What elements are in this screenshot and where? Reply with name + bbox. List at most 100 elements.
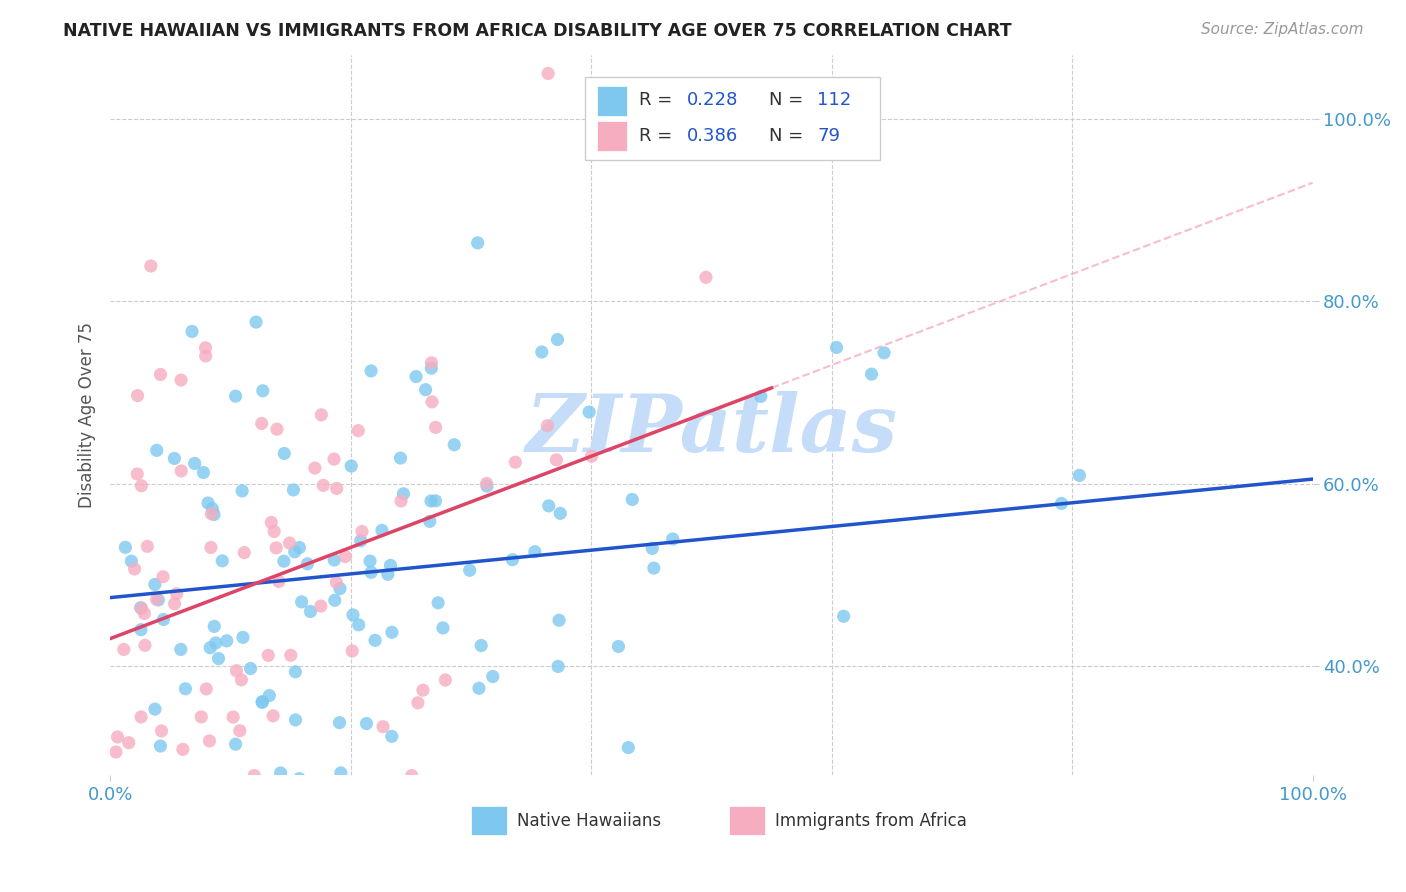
Point (260, 516, 283, 530)
Text: 0.386: 0.386 (688, 127, 738, 145)
Point (107, 864, 129, 879)
Point (530, 345, 553, 359)
Point (163, 451, 186, 466)
Point (257, 648, 280, 663)
Point (150, 723, 173, 738)
Point (342, 607, 364, 622)
Point (325, 482, 347, 496)
Point (396, 785, 419, 799)
Point (1069, 468, 1091, 483)
Point (127, 467, 149, 481)
Point (120, 827, 142, 841)
Point (145, 592, 167, 607)
Point (581, 449, 603, 463)
Point (360, 566, 382, 580)
Point (425, 493, 447, 508)
Point (145, 443, 167, 458)
Point (266, 422, 288, 436)
Point (297, 557, 319, 571)
FancyBboxPatch shape (585, 77, 880, 160)
Point (389, 494, 412, 508)
Point (420, 494, 443, 508)
Point (825, 341, 848, 355)
Point (194, 349, 217, 363)
Point (263, 524, 285, 539)
Point (432, 621, 454, 635)
Point (309, 599, 332, 613)
Point (548, 613, 571, 627)
Point (350, 533, 373, 548)
Text: 79: 79 (817, 127, 841, 145)
Point (749, 389, 772, 403)
Point (350, 524, 373, 539)
FancyBboxPatch shape (471, 806, 508, 835)
Point (505, 455, 527, 469)
Point (427, 596, 450, 610)
Point (381, 730, 404, 744)
Point (267, 574, 290, 589)
Point (288, 772, 311, 786)
Point (420, 395, 443, 409)
Point (347, 618, 370, 632)
Point (536, 418, 558, 433)
Point (193, 466, 215, 480)
Text: Immigrants from Africa: Immigrants from Africa (775, 812, 967, 830)
Point (139, 259, 162, 273)
Point (288, 541, 311, 555)
Point (458, 563, 481, 577)
Point (148, 593, 170, 607)
Point (420, 361, 443, 376)
Point (328, 715, 350, 730)
Point (371, 524, 394, 538)
Point (131, 479, 153, 493)
Point (364, 633, 387, 648)
Point (548, 507, 571, 521)
Point (231, 673, 253, 687)
Point (131, 601, 153, 615)
Point (607, 640, 630, 654)
Point (412, 683, 434, 698)
Point (273, 446, 295, 460)
Point (243, 828, 266, 842)
Point (291, 595, 314, 609)
Point (208, 837, 231, 851)
Point (204, 636, 226, 650)
Point (367, 818, 389, 832)
Point (202, 508, 225, 522)
Point (233, 545, 256, 559)
Point (114, 541, 136, 555)
Point (482, 669, 505, 683)
Point (200, 541, 222, 555)
Point (443, 438, 465, 452)
Point (112, 642, 135, 657)
Point (222, 883, 245, 892)
Point (152, 613, 174, 627)
Point (129, 623, 152, 637)
Point (347, 424, 370, 438)
Point (547, 659, 569, 673)
Point (434, 673, 457, 687)
Point (120, 554, 142, 568)
Text: NATIVE HAWAIIAN VS IMMIGRANTS FROM AFRICA DISABILITY AGE OVER 75 CORRELATION CHA: NATIVE HAWAIIAN VS IMMIGRANTS FROM AFRIC… (63, 22, 1012, 40)
Point (284, 713, 307, 727)
FancyBboxPatch shape (730, 806, 765, 835)
Point (617, 740, 640, 755)
Point (284, 545, 307, 559)
Point (124, 562, 146, 576)
Point (578, 405, 600, 419)
Point (149, 739, 172, 753)
Point (360, 364, 382, 378)
Point (190, 710, 212, 724)
Point (225, 737, 247, 751)
Point (252, 384, 274, 398)
Point (405, 369, 427, 384)
Text: R =: R = (640, 127, 678, 145)
Point (197, 496, 219, 510)
Point (280, 648, 302, 663)
Text: 0.228: 0.228 (688, 91, 738, 109)
Point (415, 383, 437, 397)
Point (340, 644, 363, 658)
Point (239, 661, 262, 675)
Point (170, 642, 193, 657)
Point (406, 696, 429, 710)
